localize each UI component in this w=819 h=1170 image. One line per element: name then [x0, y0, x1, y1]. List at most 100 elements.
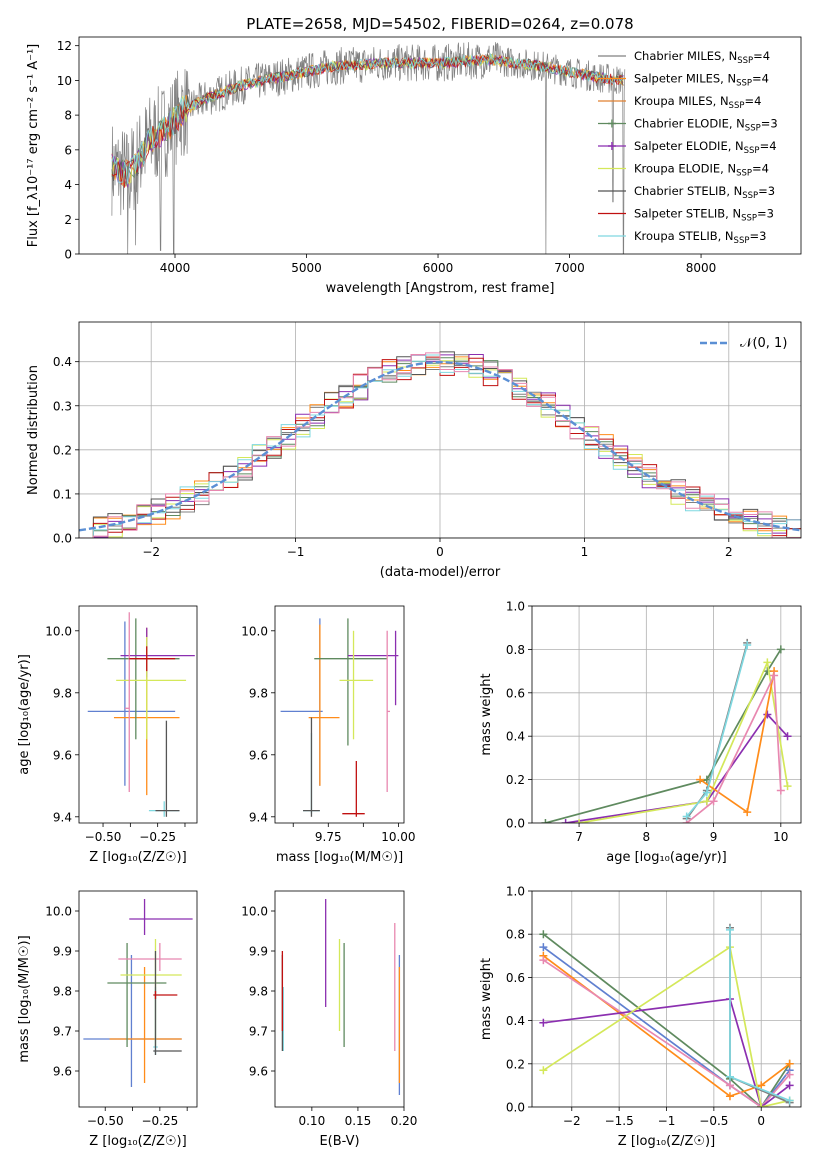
- legend-label-tail: =4: [752, 162, 769, 176]
- legend-label-tail: =3: [757, 207, 774, 221]
- y-tick-label: 9.8: [53, 985, 72, 999]
- errorbar-point: [124, 612, 130, 792]
- legend-label-tail: =3: [758, 184, 775, 198]
- errorbar-point: [308, 624, 340, 786]
- x-tick-label: 0.20: [391, 1114, 418, 1128]
- legend-label-tail: =3: [749, 229, 766, 243]
- y-axis-label: mass weight: [479, 673, 494, 755]
- plot-area-mass-vs-Z: [83, 899, 193, 1087]
- plot-area-weight-vs-Z: [532, 891, 801, 1107]
- y-tick-label: 9.9: [249, 945, 268, 959]
- y-tick-label: 0.2: [506, 773, 525, 787]
- y-tick-label: 9.4: [53, 810, 72, 824]
- weight-series-marker: [709, 797, 718, 806]
- panel-weight-vs-Z: −2 −1.5 −1 −0.5 0 0.0 0.2 0.4 0.6 0.8 1.0 Z [log₁₀(…: [479, 885, 802, 1149]
- errorbar-point: [155, 720, 180, 817]
- x-tick-label: 1: [581, 545, 589, 559]
- panel-age-vs-mass: 9.75 10.00 9.4 9.6 9.8 10.0 mass [log₁₀(M/M☉)]: [241, 605, 416, 865]
- y-tick-label: 6: [64, 143, 72, 157]
- x-tick-label: 7: [575, 830, 583, 844]
- y-tick-label: 0.2: [506, 1057, 525, 1071]
- x-tick-label: 9.75: [315, 830, 342, 844]
- x-tick-label: 0.10: [298, 1114, 325, 1128]
- y-tick-label: 2: [64, 213, 72, 227]
- y-tick-label: 10.0: [45, 905, 72, 919]
- legend-label-main: Kroupa MILES, N: [634, 94, 729, 108]
- y-tick-label: 0.8: [506, 643, 525, 657]
- legend-label: Salpeter MILES, NSSP=4: [634, 72, 769, 89]
- legend-marker: [608, 142, 616, 150]
- weight-series-marker: [776, 786, 785, 795]
- x-tick-label: −0.50: [85, 830, 122, 844]
- errorbar-point: [303, 717, 320, 817]
- y-tick-label: 0: [64, 248, 72, 262]
- legend-label-tail: =3: [761, 117, 778, 131]
- legend-label-main: Salpeter MILES, N: [634, 72, 736, 86]
- weight-series-marker: [757, 1081, 766, 1090]
- weight-series-marker: [743, 808, 752, 817]
- weight-series-marker: [702, 775, 711, 784]
- weight-series-marker: [539, 943, 548, 952]
- y-tick-label: 0.8: [506, 928, 525, 942]
- y-tick-label: 10.0: [241, 905, 268, 919]
- legend-label-main: Salpeter ELODIE, N: [634, 139, 744, 153]
- legend-label: Kroupa MILES, NSSP=4: [634, 94, 761, 111]
- x-tick-label: −1.5: [605, 1114, 634, 1128]
- errorbar-point: [118, 943, 182, 971]
- legend-label-sub: SSP: [737, 56, 753, 66]
- y-tick-label: 0.2: [53, 443, 72, 457]
- weight-series-line: [542, 955, 791, 1098]
- y-tick-label: 0.4: [53, 355, 72, 369]
- errorbar-point: [339, 630, 374, 740]
- y-tick-label: 9.6: [249, 1065, 268, 1079]
- legend-marker: [608, 119, 616, 128]
- panel-residuals: −2 −1 0 1 2 0.0 0.1 0.2 0.3 0.4 (data-model)/error…: [26, 321, 802, 580]
- y-tick-label: 9.8: [53, 686, 72, 700]
- legend-label-sub: SSP: [744, 146, 760, 156]
- y-tick-label: 10: [57, 74, 72, 88]
- y-axis-label: age [log₁₀(age/yr)]: [17, 654, 32, 775]
- plot-area-age-vs-mass: [280, 618, 399, 817]
- y-axis-label: mass weight: [479, 958, 494, 1040]
- axes-frame: [78, 890, 198, 1108]
- panel-mass-vs-EBV: 0.10 0.15 0.20 9.6 9.7 9.8 9.9 10.0 E(B-V): [241, 890, 418, 1149]
- y-tick-label: 9.4: [249, 810, 268, 824]
- y-tick-label: 9.9: [53, 945, 72, 959]
- errorbar-point: [347, 630, 399, 706]
- y-tick-label: 12: [57, 39, 72, 53]
- x-tick-label: 6000: [423, 261, 454, 275]
- legend-label: Kroupa STELIB, NSSP=3: [634, 229, 766, 246]
- y-tick-label: 10.0: [45, 624, 72, 638]
- plot-area-residuals: [79, 322, 801, 538]
- x-tick-label: 10: [773, 830, 788, 844]
- weight-series-marker: [785, 1096, 794, 1105]
- x-tick-label: 5000: [291, 261, 322, 275]
- x-tick-label: −0.25: [139, 830, 176, 844]
- legend-label: Chabrier MILES, NSSP=4: [634, 49, 770, 66]
- weight-series-marker: [763, 667, 772, 676]
- legend-label-main: Salpeter STELIB, N: [634, 207, 741, 221]
- errorbar-point: [109, 967, 182, 1083]
- y-axis-label: Normed distribution: [26, 365, 41, 495]
- weight-series-marker: [785, 1070, 794, 1079]
- axes-frame: [531, 605, 802, 824]
- axes-frame: [274, 890, 405, 1108]
- spectrum-series-line: [111, 52, 624, 184]
- y-tick-label: 0.3: [53, 399, 72, 413]
- legend-label: Salpeter ELODIE, NSSP=4: [634, 139, 777, 156]
- weight-series-marker: [783, 782, 792, 791]
- panel-weight-vs-age: 7 8 9 10 0.0 0.2 0.4 0.6 0.8 1.0 age [log₁₀(age/yr…: [479, 600, 802, 865]
- weight-series-marker: [757, 1103, 766, 1107]
- y-tick-label: 1.0: [506, 600, 525, 614]
- axes-frame: [531, 890, 802, 1108]
- legend-label: Chabrier ELODIE, NSSP=3: [634, 117, 778, 134]
- weight-series-marker: [575, 819, 584, 823]
- y-tick-label: 8: [64, 109, 72, 123]
- y-tick-label: 0.4: [506, 1014, 525, 1028]
- y-tick-label: 0.1: [53, 487, 72, 501]
- legend-label-sub: SSP: [734, 236, 750, 246]
- x-axis-label: age [log₁₀(age/yr)]: [606, 850, 727, 865]
- y-tick-label: 0.4: [506, 730, 525, 744]
- y-axis-label: Flux [f_λ10⁻¹⁷ erg cm⁻² s⁻¹ A⁻¹]: [26, 44, 41, 248]
- x-tick-label: 8: [643, 830, 651, 844]
